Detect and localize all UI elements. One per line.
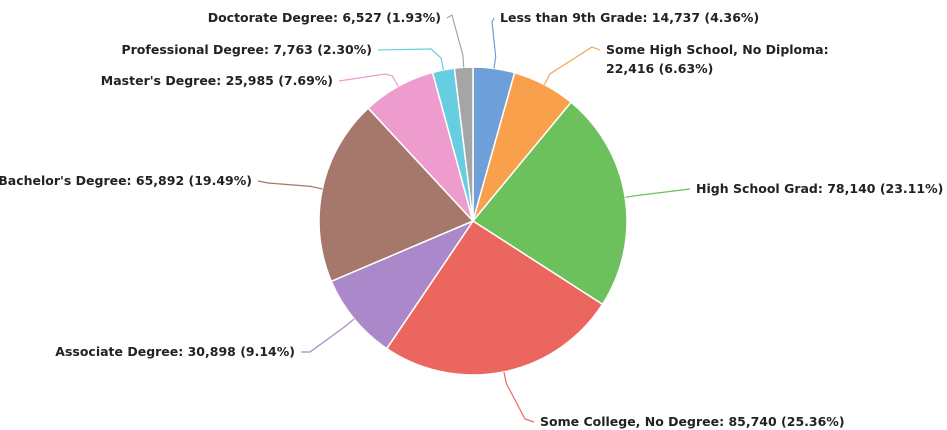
pie-slices <box>318 66 628 376</box>
connector-doctorate-degree <box>446 14 465 68</box>
pie-slice-bachelor-s-degree[interactable] <box>318 107 475 283</box>
connector-master-s-degree <box>338 73 399 87</box>
pie-label-high-school-grad: High School Grad: 78,140 (23.11%) <box>696 181 943 196</box>
connector-bachelor-s-degree <box>257 180 323 190</box>
connector-less-than-9th-grade <box>491 17 497 69</box>
pie-labels: Less than 9th Grade: 14,737 (4.36%) Some … <box>0 10 943 429</box>
pie-label-professional-degree: Professional Degree: 7,763 (2.30%) <box>121 42 372 57</box>
pie-label-less-than-9th-grade: Less than 9th Grade: 14,737 (4.36%) <box>500 10 759 25</box>
pie-slice-associate-degree[interactable] <box>330 219 476 350</box>
pie-label-some-high-school-no-diploma: Some High School, No Diploma: 22,416 (6.6… <box>606 42 829 76</box>
label-connectors <box>257 14 691 423</box>
pie-slice-some-college-no-degree[interactable] <box>385 219 604 376</box>
connector-some-high-school-no-diploma <box>543 46 601 85</box>
connector-professional-degree <box>377 48 444 71</box>
connector-associate-degree <box>301 318 355 353</box>
pie-label-master-s-degree: Master's Degree: 25,985 (7.69%) <box>101 73 333 88</box>
pie-slice-high-school-grad[interactable] <box>471 101 628 306</box>
pie-label-some-college-no-degree: Some College, No Degree: 85,740 (25.36%) <box>540 414 845 429</box>
connector-some-college-no-degree <box>503 371 535 423</box>
pie-label-associate-degree: Associate Degree: 30,898 (9.14%) <box>55 344 295 359</box>
pie-label-bachelor-s-degree: Bachelor's Degree: 65,892 (19.49%) <box>0 173 252 188</box>
pie-label-doctorate-degree: Doctorate Degree: 6,527 (1.93%) <box>208 10 441 25</box>
connector-high-school-grad <box>625 188 691 198</box>
